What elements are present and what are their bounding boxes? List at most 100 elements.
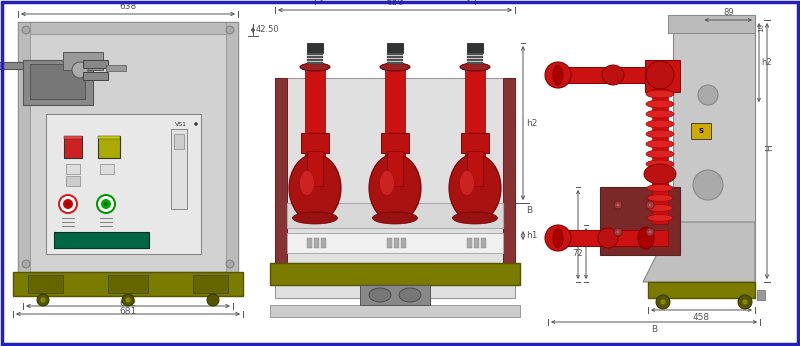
Text: 126: 126 [559,230,575,239]
Circle shape [614,228,622,236]
Circle shape [63,199,73,209]
Circle shape [646,228,654,236]
Bar [461,133,489,153]
Bar [46,114,201,254]
Text: 638: 638 [119,2,137,11]
Bar [18,22,238,272]
Ellipse shape [646,130,674,138]
Circle shape [97,195,115,213]
Bar [28,275,63,293]
Bar [387,56,403,58]
Bar [174,134,184,149]
Ellipse shape [598,228,618,248]
Circle shape [646,61,674,89]
Bar [467,62,483,64]
Circle shape [59,195,77,213]
Bar [387,238,392,248]
Ellipse shape [644,164,676,184]
Circle shape [648,230,652,234]
Bar [30,64,85,99]
Ellipse shape [647,64,665,86]
Text: 458: 458 [693,313,710,322]
Circle shape [742,299,748,305]
Bar [648,282,755,298]
Circle shape [648,203,652,207]
Bar [757,290,765,300]
Circle shape [66,202,70,206]
Bar [668,15,755,33]
Bar [66,176,80,186]
Bar [100,164,114,174]
Bar [503,78,515,268]
Bar [66,164,80,174]
Ellipse shape [553,65,563,85]
Bar [106,65,126,71]
Ellipse shape [369,154,421,222]
Bar [645,60,680,92]
Bar [385,67,405,157]
Ellipse shape [553,228,563,248]
Bar [108,275,148,293]
Text: 10: 10 [758,23,764,32]
Text: VS1: VS1 [175,122,187,127]
Bar [387,59,403,61]
Bar [270,263,520,285]
Bar [18,22,30,272]
Circle shape [616,203,620,207]
Ellipse shape [646,150,674,158]
Bar [467,151,483,186]
Bar [600,187,680,255]
Bar [307,151,323,186]
Bar [18,22,238,34]
Bar [321,238,326,248]
Ellipse shape [399,288,421,302]
Text: h1: h1 [526,231,538,240]
Bar [54,232,149,248]
Circle shape [226,260,234,268]
Bar [307,59,323,61]
Text: H: H [766,144,774,151]
Bar [193,275,228,293]
Circle shape [72,62,88,78]
Circle shape [194,122,198,126]
Bar [305,67,325,157]
Bar [13,272,243,296]
Circle shape [122,294,134,306]
Ellipse shape [646,90,674,98]
Bar [381,133,409,153]
Ellipse shape [289,154,341,222]
Circle shape [693,170,723,200]
Bar [287,233,503,253]
Bar [0,62,28,69]
Ellipse shape [453,212,498,224]
Circle shape [738,295,752,309]
Circle shape [40,297,46,303]
Bar [394,238,399,248]
Bar [287,203,503,228]
Circle shape [226,26,234,34]
Bar [270,305,520,317]
Bar [63,52,103,70]
Bar [171,129,187,209]
Ellipse shape [638,227,654,249]
Ellipse shape [646,120,674,128]
Bar [401,238,406,248]
Bar [467,238,472,248]
Bar [360,285,430,305]
Ellipse shape [646,110,674,118]
Circle shape [698,85,718,105]
Bar [307,43,323,53]
Circle shape [656,295,670,309]
Bar [314,238,319,248]
Bar [307,238,312,248]
Bar [474,238,479,248]
Text: 681: 681 [119,307,137,316]
Bar [652,230,668,246]
Bar [558,230,648,246]
Circle shape [101,199,111,209]
Ellipse shape [300,63,330,71]
Text: 42.50: 42.50 [256,26,280,35]
Circle shape [660,299,666,305]
Ellipse shape [379,171,394,195]
Ellipse shape [459,171,474,195]
